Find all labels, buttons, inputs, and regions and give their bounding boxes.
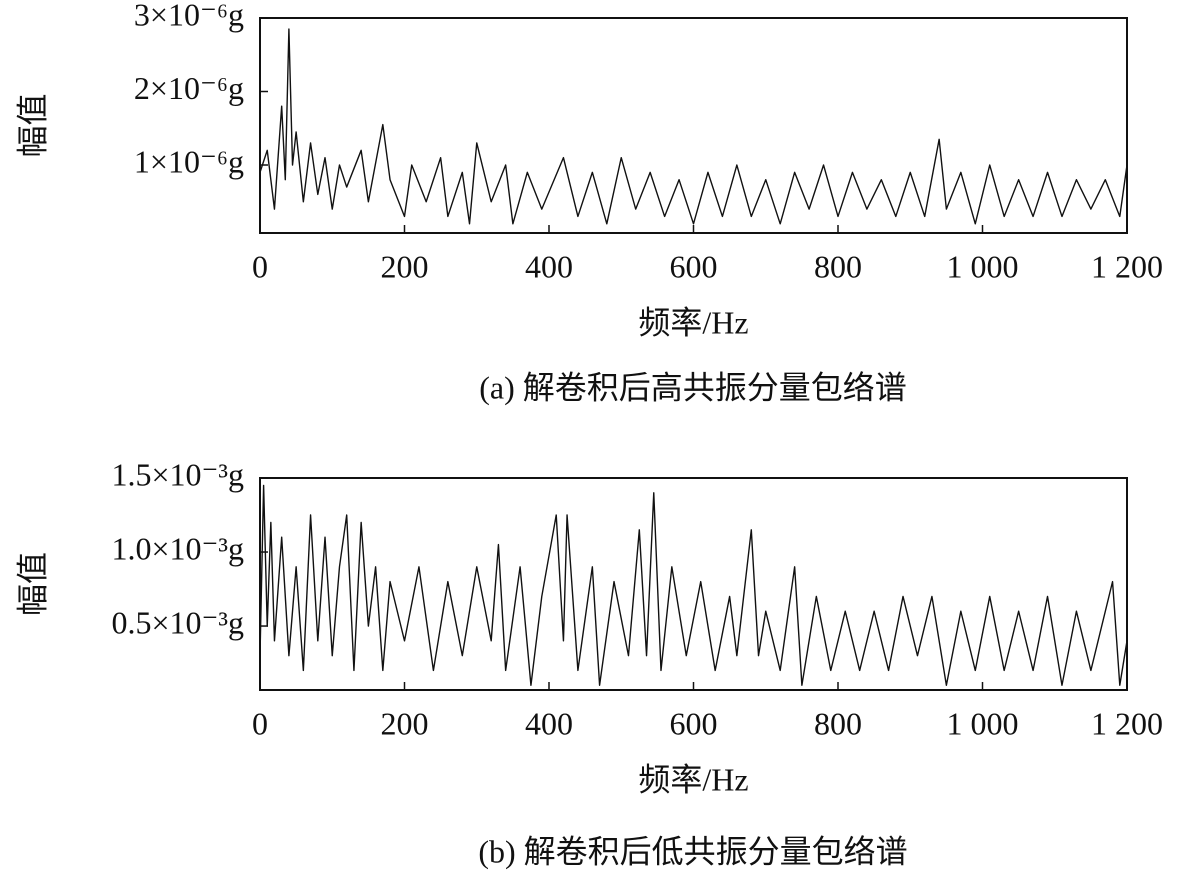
y-tick-label: 1.0×10⁻³g	[111, 530, 244, 566]
plot-frame	[259, 17, 1128, 234]
x-tick-label: 200	[381, 705, 429, 741]
x-tick-label: 400	[525, 705, 573, 741]
x-tick-label: 0	[252, 248, 268, 284]
y-axis-label: 幅值	[14, 552, 50, 616]
x-tick-label: 400	[525, 248, 573, 284]
x-tick-label: 600	[670, 248, 718, 284]
y-axis-label: 幅值	[14, 93, 50, 157]
caption: (b) 解卷积后低共振分量包络谱	[478, 833, 907, 869]
spectrum-line	[259, 28, 1128, 225]
caption: (a) 解卷积后高共振分量包络谱	[479, 369, 907, 405]
x-tick-label: 1 200	[1091, 705, 1163, 741]
x-tick-label: 1 000	[947, 705, 1019, 741]
y-tick-label: 1.5×10⁻³g	[111, 456, 244, 492]
x-axis-label: 频率/Hz	[638, 761, 748, 797]
x-axis-label: 频率/Hz	[638, 304, 748, 340]
spectrum-line	[259, 484, 1128, 686]
x-tick-label: 200	[381, 248, 429, 284]
x-tick-label: 1 000	[947, 248, 1019, 284]
x-tick-label: 1 200	[1091, 248, 1163, 284]
y-tick-label: 2×10⁻⁶g	[134, 70, 244, 106]
x-tick-label: 800	[814, 705, 862, 741]
y-tick-label: 0.5×10⁻³g	[111, 604, 244, 640]
y-tick-label: 1×10⁻⁶g	[134, 143, 244, 179]
y-tick-label: 3×10⁻⁶g	[134, 0, 244, 32]
x-tick-label: 800	[814, 248, 862, 284]
x-tick-label: 0	[252, 705, 268, 741]
x-tick-label: 600	[670, 705, 718, 741]
